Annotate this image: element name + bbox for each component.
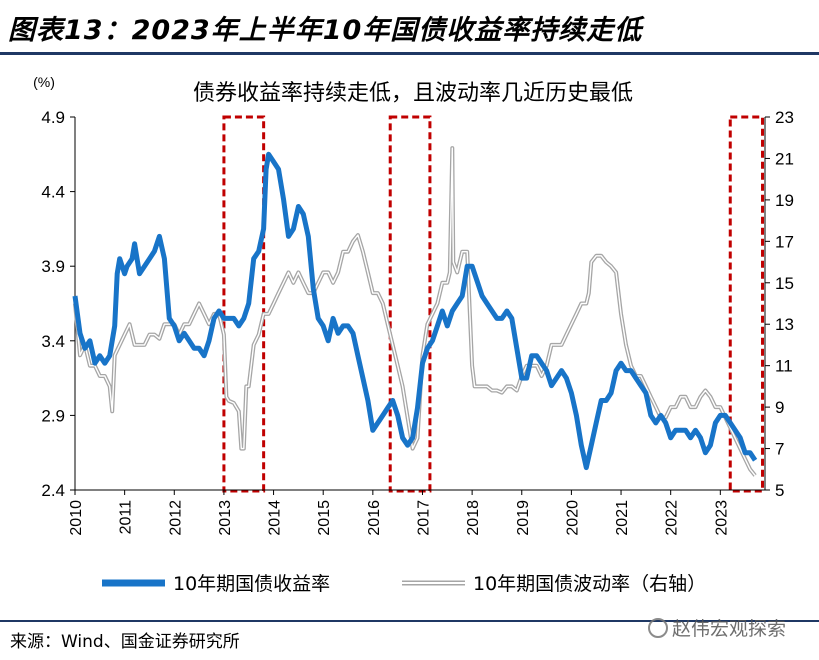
right-tick-label: 5 [775,481,784,500]
left-tick-label: 3.9 [41,257,65,276]
left-tick-label: 4.9 [41,108,65,127]
highlight-box-1 [222,115,266,493]
right-tick-label: 15 [775,274,794,293]
left-tick-label: 3.4 [41,332,65,351]
x-tick-label: 2019 [515,500,532,536]
x-tick-label: 2017 [415,500,432,536]
figure-title: 图表13：2023年上半年10年国债收益率持续走低 [8,15,643,46]
x-tick-label: 2012 [167,500,184,536]
right-tick-label: 9 [775,398,784,417]
x-tick-label: 2021 [614,500,631,536]
right-tick-label: 19 [775,191,794,210]
watermark: 赵伟宏观探索 [648,614,786,641]
x-tick-label: 2011 [118,500,135,535]
left-tick-label: 2.4 [41,481,65,500]
title-rule [0,52,819,55]
x-tick-label: 2015 [316,500,333,536]
chart-title: 债券收益率持续走低，且波动率几近历史最低 [193,81,633,106]
legend-label-yield: 10年期国债收益率 [173,573,330,595]
x-tick-label: 2023 [713,500,730,536]
left-tick-label: 2.9 [41,406,65,425]
x-tick-label: 2013 [217,500,234,536]
wechat-logo-icon [648,618,668,638]
highlight-box-3 [728,115,765,493]
x-tick-label: 2014 [267,500,284,536]
right-tick-label: 11 [775,357,793,376]
right-tick-label: 13 [775,315,794,334]
right-tick-label: 7 [775,440,784,459]
x-tick-label: 2018 [465,500,482,536]
source-note: 来源：Wind、国金证券研究所 [10,632,240,652]
footer-rule [0,620,819,622]
legend-label-volatility: 10年期国债波动率（右轴） [473,573,706,595]
left-tick-label: 4.4 [41,183,65,202]
watermark-text: 赵伟宏观探索 [672,618,787,640]
highlight-box-2 [388,115,432,493]
right-tick-label: 23 [775,108,794,127]
left-axis-unit: (%) [33,74,55,90]
x-tick-label: 2010 [68,500,85,536]
right-tick-label: 17 [775,232,794,251]
right-tick-label: 21 [775,149,794,168]
x-tick-label: 2020 [564,500,581,536]
chart: 债券收益率持续走低，且波动率几近历史最低 (%) 2.4 2.9 3.4 3.9 4.4… [33,74,794,595]
x-tick-label: 2022 [664,500,681,536]
series-line-yield [72,151,758,471]
x-tick-label: 2016 [366,500,383,536]
